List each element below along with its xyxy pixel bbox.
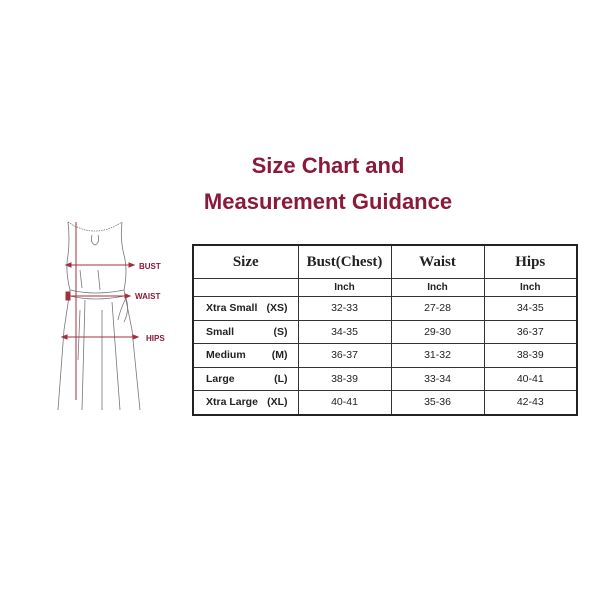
title-line-1: Size Chart and: [251, 153, 405, 178]
size-code: (S): [273, 325, 288, 338]
size-name: Xtra Large: [206, 396, 258, 409]
size-name: Xtra Small: [206, 302, 258, 315]
waist-label: WAIST: [135, 292, 160, 301]
bust-cell: 34-35: [297, 319, 392, 344]
unit-row: Inch Inch Inch: [192, 278, 578, 297]
unit-size: [192, 278, 299, 297]
size-name: Large: [206, 372, 235, 385]
size-code: (XL): [267, 396, 288, 409]
unit-waist: Inch: [390, 278, 485, 297]
hips-label: HIPS: [146, 334, 165, 343]
size-cell: Large (L): [192, 366, 299, 391]
header-hips: Hips: [483, 244, 578, 279]
header-size: Size: [192, 244, 299, 279]
unit-hips: Inch: [483, 278, 578, 297]
bust-cell: 36-37: [297, 343, 392, 368]
header-row: Size Bust(Chest) Waist Hips: [192, 244, 578, 279]
waist-cell: 27-28: [390, 296, 485, 321]
bust-cell: 38-39: [297, 366, 392, 391]
hips-cell: 36-37: [483, 319, 578, 344]
size-cell: Small (S): [192, 319, 299, 344]
size-code: (M): [271, 349, 288, 362]
size-cell: Medium (M): [192, 343, 299, 368]
table-row: Medium (M) 36-37 31-32 38-39: [192, 343, 578, 368]
size-name: Small: [206, 325, 235, 338]
waist-cell: 35-36: [390, 390, 485, 415]
hips-cell: 42-43: [483, 390, 578, 415]
hips-cell: 38-39: [483, 343, 578, 368]
table-row: Large (L) 38-39 33-34 40-41: [192, 366, 578, 391]
table-row: Xtra Large (XL) 40-41 35-36 42-43: [192, 390, 578, 415]
hips-cell: 40-41: [483, 366, 578, 391]
size-code: (L): [274, 372, 288, 385]
table-row: Xtra Small (XS) 32-33 27-28 34-35: [192, 296, 578, 321]
size-code: (XS): [266, 302, 288, 315]
header-waist: Waist: [390, 244, 485, 279]
bust-cell: 40-41: [297, 390, 392, 415]
bust-cell: 32-33: [297, 296, 392, 321]
waist-cell: 33-34: [390, 366, 485, 391]
header-bust: Bust(Chest): [297, 244, 392, 279]
waist-cell: 29-30: [390, 319, 485, 344]
size-chart-table: Size Bust(Chest) Waist Hips Inch Inch In…: [192, 244, 578, 416]
hips-cell: 34-35: [483, 296, 578, 321]
garment-measurement-figure: BUST WAIST HIPS: [57, 221, 165, 410]
bust-label: BUST: [139, 262, 161, 271]
unit-bust: Inch: [297, 278, 392, 297]
title-line-2: Measurement Guidance: [203, 189, 453, 214]
table-row: Small (S) 34-35 29-30 36-37: [192, 319, 578, 344]
waist-cell: 31-32: [390, 343, 485, 368]
size-cell: Xtra Small (XS): [192, 296, 299, 321]
size-name: Medium: [206, 349, 246, 362]
size-cell: Xtra Large (XL): [192, 390, 299, 415]
